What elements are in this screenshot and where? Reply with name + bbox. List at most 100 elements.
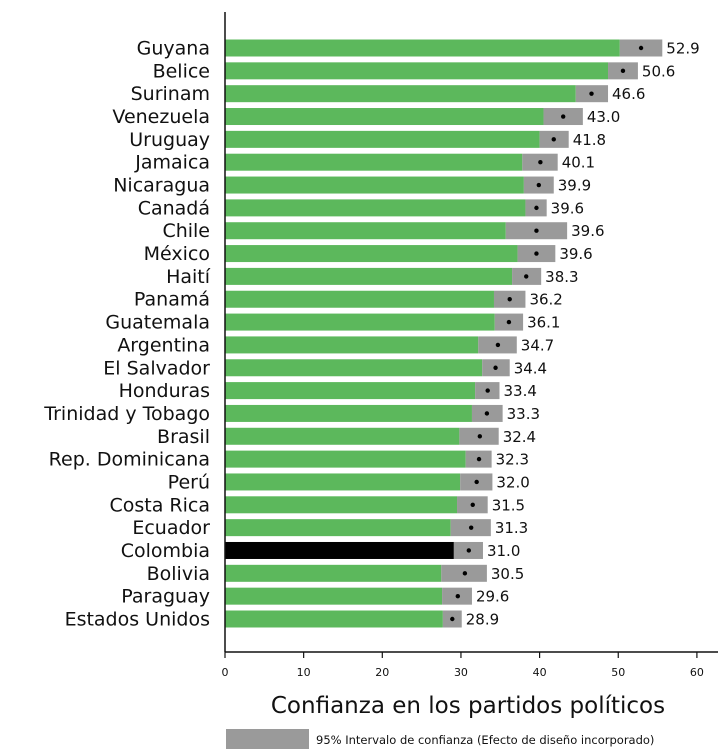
point-estimate-7 (534, 205, 539, 211)
category-label-19: Perú (168, 471, 210, 493)
category-label-13: Argentina (117, 334, 210, 356)
point-estimate-11 (507, 297, 512, 302)
point-estimate-22 (466, 548, 472, 553)
x-tick-label-4: 40 (533, 666, 547, 679)
bar-23 (225, 564, 442, 582)
point-estimate-23 (462, 571, 468, 576)
value-label-2: 46.6 (612, 85, 645, 103)
value-label-24: 29.6 (476, 588, 509, 606)
bar-14 (225, 359, 483, 377)
category-label-25: Estados Unidos (65, 609, 210, 631)
value-label-23: 30.5 (491, 565, 524, 583)
bar-16 (225, 404, 472, 422)
x-tick-label-6: 60 (690, 666, 704, 679)
bar-3 (225, 108, 544, 126)
x-axis-title: Confianza en los partidos políticos (271, 693, 665, 719)
category-label-10: Haití (166, 266, 211, 288)
category-label-7: Canadá (138, 197, 210, 219)
category-labels: GuyanaBeliceSurinamVenezuelaUruguayJamai… (43, 38, 210, 631)
value-labels: 52.9 50.6 46.6 43.0 41.8 40.1 39.9 39.6 39.6 39.6… (466, 40, 700, 629)
category-label-9: México (144, 243, 210, 265)
bar-4 (225, 130, 540, 148)
category-label-5: Jamaica (134, 152, 210, 174)
point-estimate-16 (484, 411, 490, 416)
category-label-18: Rep. Dominicana (49, 449, 210, 471)
value-label-11: 36.2 (529, 291, 562, 309)
bar-7 (225, 199, 526, 217)
point-estimate-2 (589, 91, 594, 96)
value-label-18: 32.3 (496, 451, 529, 469)
bar-11 (225, 290, 494, 308)
x-tick-label-3: 30 (454, 666, 468, 679)
value-label-6: 39.9 (558, 177, 591, 195)
category-label-0: Guyana (137, 38, 210, 60)
point-estimate-20 (470, 502, 475, 507)
category-label-24: Paraguay (121, 586, 210, 608)
point-estimate-8 (534, 228, 539, 233)
point-estimate-15 (485, 388, 490, 393)
x-axis-ticks: 0 10 20 30 40 50 60 (222, 652, 704, 679)
bar-12 (225, 313, 495, 331)
point-estimate-6 (536, 182, 542, 188)
value-label-25: 28.9 (466, 611, 499, 629)
value-label-8: 39.6 (571, 222, 604, 240)
value-label-5: 40.1 (562, 154, 595, 172)
bar-25 (225, 610, 443, 628)
bar-8 (225, 222, 506, 240)
value-label-14: 34.4 (514, 359, 547, 377)
point-estimate-4 (551, 137, 556, 142)
category-label-2: Surinam (131, 83, 210, 105)
bar-1 (225, 62, 609, 80)
bar-24 (225, 587, 443, 605)
value-label-9: 39.6 (559, 245, 592, 263)
category-label-8: Chile (162, 220, 210, 242)
bar-6 (225, 176, 524, 194)
value-label-22: 31.0 (487, 542, 520, 560)
point-estimate-5 (538, 160, 543, 165)
value-label-19: 32.0 (496, 473, 529, 491)
bar-15 (225, 382, 476, 400)
legend: 95% Intervalo de confianza (Efecto de di… (226, 729, 654, 749)
bar-13 (225, 336, 479, 354)
category-label-15: Honduras (119, 380, 210, 402)
legend-swatch (226, 729, 309, 749)
x-tick-label-1: 10 (297, 666, 311, 679)
point-estimate-18 (476, 456, 482, 462)
category-label-23: Bolivia (147, 563, 210, 585)
value-label-20: 31.5 (492, 496, 525, 514)
bar-18 (225, 450, 466, 468)
value-label-10: 38.3 (545, 268, 578, 286)
category-label-11: Panamá (134, 289, 210, 311)
bar-20 (225, 496, 458, 514)
category-label-4: Uruguay (129, 129, 210, 151)
value-label-3: 43.0 (587, 108, 620, 126)
value-label-4: 41.8 (573, 131, 606, 149)
point-estimate-14 (493, 365, 498, 370)
category-label-20: Costa Rica (110, 494, 211, 516)
point-estimate-19 (474, 479, 479, 485)
point-estimate-13 (495, 342, 501, 348)
category-label-12: Guatemala (105, 312, 210, 334)
point-estimate-25 (450, 616, 455, 622)
category-label-22: Colombia (121, 540, 210, 562)
bar-19 (225, 473, 461, 491)
point-estimate-3 (560, 114, 566, 119)
bar-5 (225, 153, 523, 171)
category-label-17: Brasil (157, 426, 210, 448)
x-tick-label-2: 20 (375, 666, 389, 679)
value-label-17: 32.4 (503, 428, 536, 446)
bars-layer (225, 39, 663, 628)
value-label-0: 52.9 (666, 40, 699, 58)
value-label-16: 33.3 (507, 405, 540, 423)
x-tick-label-5: 50 (611, 666, 625, 679)
legend-label: 95% Intervalo de confianza (Efecto de di… (316, 733, 654, 747)
category-label-3: Venezuela (112, 106, 210, 128)
point-estimate-10 (524, 274, 529, 279)
bar-2 (225, 85, 576, 103)
value-label-13: 34.7 (521, 336, 554, 354)
bar-21 (225, 519, 451, 537)
point-estimate-17 (477, 434, 483, 439)
point-estimate-21 (468, 525, 474, 530)
value-label-1: 50.6 (642, 62, 675, 80)
